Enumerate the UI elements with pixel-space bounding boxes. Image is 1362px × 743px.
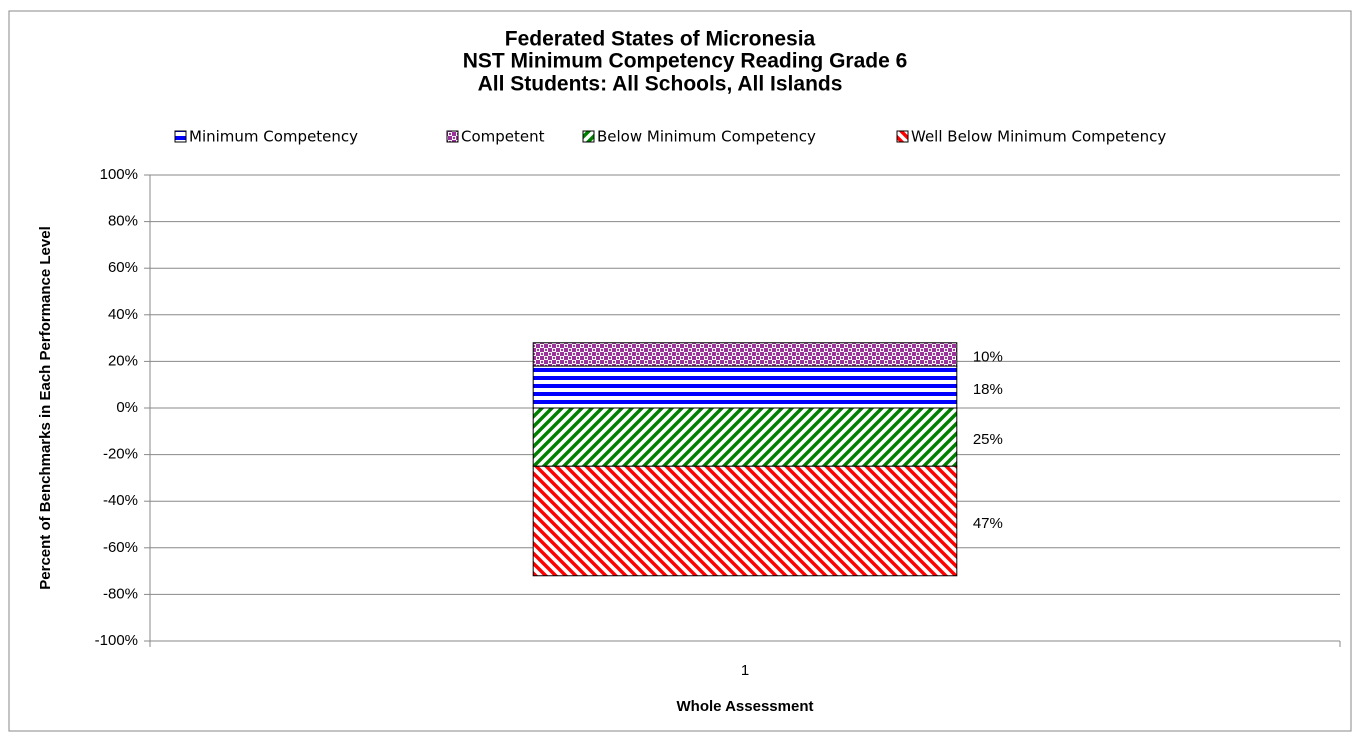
legend-swatch <box>582 130 595 143</box>
data-label: 10% <box>973 348 1003 365</box>
data-label: 47% <box>973 515 1003 532</box>
y-axis-label: Percent of Benchmarks in Each Performanc… <box>37 226 54 589</box>
y-tick-label: -80% <box>103 585 138 602</box>
data-label: 25% <box>973 431 1003 448</box>
bar-segment <box>532 342 958 367</box>
legend-label: Competent <box>461 128 545 146</box>
y-tick-label: -100% <box>95 632 138 649</box>
legend-label: Below Minimum Competency <box>597 128 816 146</box>
bar-segment <box>532 365 958 409</box>
x-tick-label: 1 <box>741 662 749 679</box>
y-tick-label: -40% <box>103 492 138 509</box>
bar-segment <box>532 407 958 467</box>
y-tick-label: 0% <box>116 399 138 416</box>
y-tick-label: -20% <box>103 446 138 463</box>
y-tick-label: 80% <box>108 213 138 230</box>
chart-title: Federated States of Micronesia <box>505 28 816 51</box>
y-tick-label: -60% <box>103 539 138 556</box>
chart-title: All Students: All Schools, All Islands <box>478 73 843 96</box>
x-axis-label: Whole Assessment <box>677 698 814 715</box>
y-tick-label: 100% <box>100 166 138 183</box>
legend-label: Minimum Competency <box>189 128 358 146</box>
legend-swatch <box>174 130 187 143</box>
y-tick-label: 20% <box>108 352 138 369</box>
legend-swatch <box>446 130 459 143</box>
legend-swatch <box>896 130 909 143</box>
y-tick-label: 60% <box>108 259 138 276</box>
y-tick-label: 40% <box>108 306 138 323</box>
bar-segment <box>532 465 958 577</box>
legend-label: Well Below Minimum Competency <box>911 128 1166 146</box>
data-label: 18% <box>973 381 1003 398</box>
chart-title: NST Minimum Competency Reading Grade 6 <box>463 50 908 73</box>
